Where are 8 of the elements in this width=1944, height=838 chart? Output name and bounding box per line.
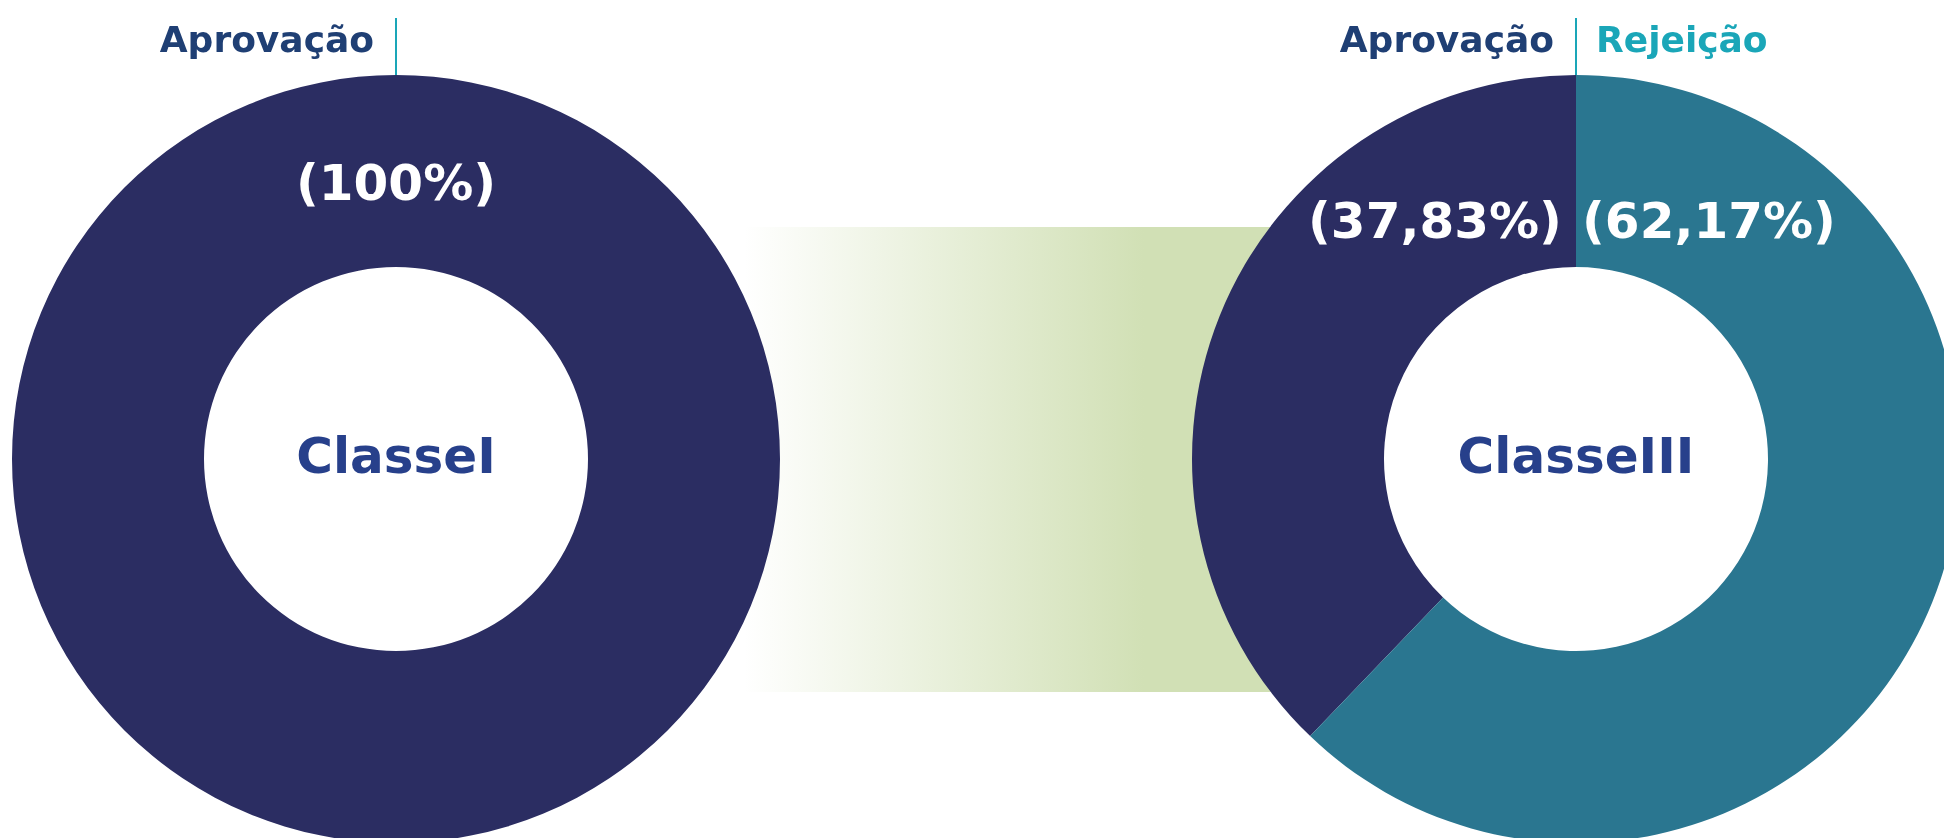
slice-label: Aprovação: [159, 19, 374, 60]
data-label: (100%): [295, 153, 497, 212]
text: ClasseIII: [1457, 426, 1695, 485]
text: ClasseI: [296, 426, 496, 485]
slice-label: Aprovação: [1339, 19, 1554, 60]
data-label: (62,17%): [1582, 192, 1836, 251]
slice-label: Rejeição: [1596, 19, 1768, 60]
data-label: (37,83%): [1308, 192, 1562, 251]
